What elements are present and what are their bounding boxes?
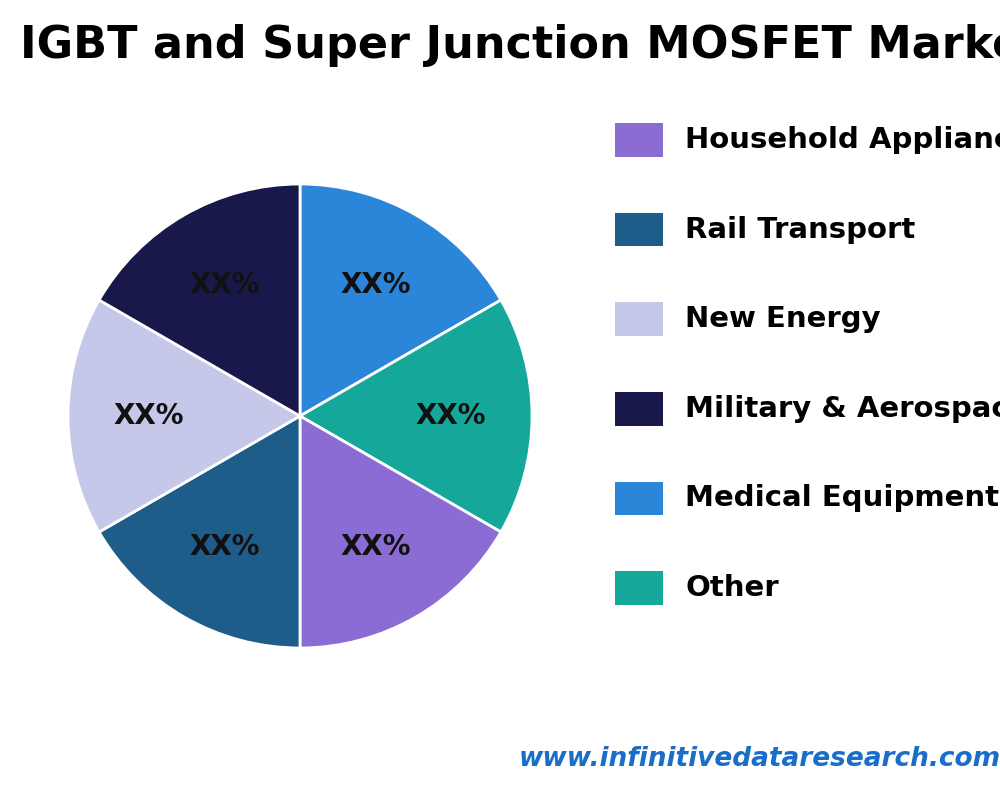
Wedge shape bbox=[99, 416, 300, 648]
Wedge shape bbox=[300, 184, 501, 416]
Text: XX%: XX% bbox=[189, 271, 260, 299]
FancyBboxPatch shape bbox=[615, 571, 663, 605]
FancyBboxPatch shape bbox=[615, 123, 663, 157]
Text: Medical Equipment: Medical Equipment bbox=[685, 485, 999, 513]
Text: XX%: XX% bbox=[340, 271, 411, 299]
Wedge shape bbox=[99, 184, 300, 416]
Text: XX%: XX% bbox=[114, 402, 184, 430]
Text: IGBT and Super Junction MOSFET Market Analysis: IGBT and Super Junction MOSFET Market An… bbox=[20, 24, 1000, 67]
Text: Military & Aerospace: Military & Aerospace bbox=[685, 395, 1000, 423]
Wedge shape bbox=[300, 300, 532, 532]
FancyBboxPatch shape bbox=[615, 392, 663, 426]
Text: Rail Transport: Rail Transport bbox=[685, 215, 916, 243]
FancyBboxPatch shape bbox=[615, 482, 663, 515]
Text: XX%: XX% bbox=[416, 402, 486, 430]
FancyBboxPatch shape bbox=[615, 302, 663, 336]
Text: www.infinitivedataresearch.com: www.infinitivedataresearch.com bbox=[519, 746, 1000, 772]
FancyBboxPatch shape bbox=[615, 213, 663, 246]
Text: Household Appliances: Household Appliances bbox=[685, 126, 1000, 154]
Text: XX%: XX% bbox=[189, 533, 260, 561]
Text: New Energy: New Energy bbox=[685, 306, 881, 334]
Text: Other: Other bbox=[685, 574, 779, 602]
Wedge shape bbox=[68, 300, 300, 532]
Text: XX%: XX% bbox=[340, 533, 411, 561]
Wedge shape bbox=[300, 416, 501, 648]
